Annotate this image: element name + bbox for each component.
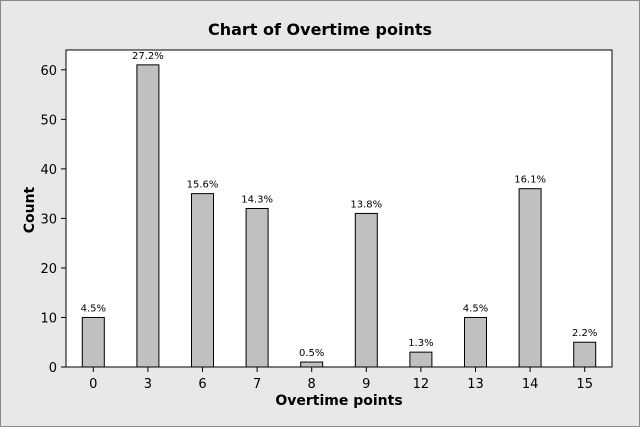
x-tick-label-0: 0	[89, 377, 97, 392]
x-tick-label-14: 14	[522, 377, 539, 392]
data-label-0: 4.5%	[81, 303, 106, 314]
x-axis-title: Overtime points	[275, 393, 403, 409]
data-label-6: 15.6%	[187, 180, 219, 191]
x-tick-label-8: 8	[308, 377, 316, 392]
data-label-3: 27.2%	[132, 51, 164, 62]
data-label-14: 16.1%	[514, 175, 546, 186]
x-tick-label-7: 7	[253, 377, 261, 392]
y-tick-label: 60	[40, 64, 57, 79]
y-tick-label: 50	[40, 113, 57, 128]
data-label-12: 1.3%	[408, 338, 433, 349]
x-tick-label-12: 12	[413, 377, 430, 392]
bar-9	[354, 212, 378, 368]
data-label-7: 14.3%	[241, 195, 273, 206]
y-tick-label: 40	[40, 163, 57, 178]
bar-6	[191, 193, 214, 368]
chart-title: Chart of Overtime points	[207, 20, 433, 39]
bar-14	[518, 188, 542, 368]
x-tick-label-9: 9	[362, 377, 370, 392]
bar-8	[300, 361, 324, 368]
x-tick-label-15: 15	[576, 377, 593, 392]
bar-12	[409, 351, 433, 368]
x-tick-label-3: 3	[144, 377, 152, 392]
bar-0	[81, 316, 105, 368]
y-axis-title: Count	[22, 186, 38, 234]
data-label-15: 2.2%	[572, 328, 597, 339]
bar-15	[573, 341, 597, 368]
data-label-9: 13.8%	[350, 199, 382, 210]
y-tick-label: 0	[49, 361, 57, 376]
y-tick-label: 10	[40, 311, 57, 326]
data-label-13: 4.5%	[463, 303, 488, 314]
y-tick-label: 30	[40, 212, 57, 227]
bar-13	[464, 316, 487, 368]
y-tick-label: 20	[40, 262, 57, 277]
x-tick-label-6: 6	[198, 377, 206, 392]
x-tick-label-13: 13	[467, 377, 484, 392]
bar-7	[245, 208, 269, 368]
bar-3	[136, 64, 160, 368]
data-label-8: 0.5%	[299, 348, 324, 359]
